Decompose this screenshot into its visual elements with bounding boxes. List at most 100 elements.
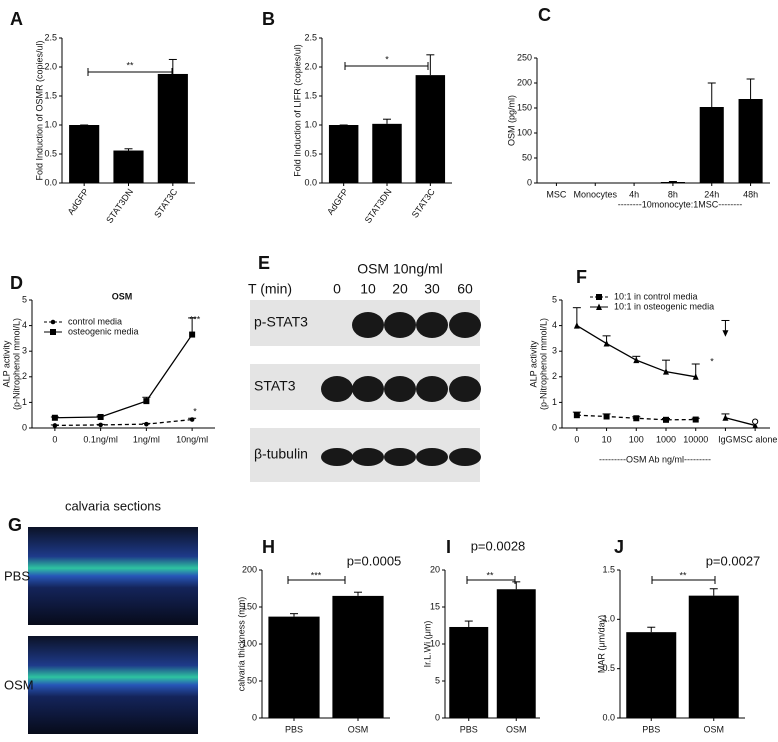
panel-letter: A	[10, 9, 23, 29]
x-axis-label: --------10monocyte:1MSC--------	[618, 199, 743, 209]
y-tick-label: 3	[552, 346, 557, 356]
annotation: *	[710, 356, 714, 366]
y-tick-label: 0.0	[602, 712, 615, 722]
annotation: p=0.0028	[471, 538, 526, 553]
x-tick-label: 24h	[704, 189, 719, 199]
chart-title: OSM	[112, 291, 133, 301]
x-tick-label: PBS	[642, 724, 660, 734]
x-tick-label: STAT3DN	[104, 187, 135, 225]
y-tick-label: 100	[242, 638, 257, 648]
panel-letter: I	[446, 537, 451, 557]
x-tick-label: 48h	[743, 189, 758, 199]
y-tick-label: 2	[22, 371, 27, 381]
y-tick-label: 200	[517, 77, 532, 87]
marker	[573, 322, 580, 329]
blot-time: 30	[424, 281, 440, 297]
marker	[144, 421, 149, 427]
x-tick-label: OSM	[348, 724, 369, 734]
marker	[722, 414, 729, 421]
marker	[189, 331, 196, 338]
x-tick-label: STAT3C	[152, 186, 180, 219]
blot-band	[321, 376, 353, 402]
x-tick-label: 10	[602, 434, 612, 444]
blot-band	[352, 376, 384, 402]
bar	[699, 107, 724, 183]
y-tick-label: 2.0	[304, 61, 317, 71]
annotation: p=0.0005	[347, 553, 402, 568]
y-axis-label: ALP activity	[1, 340, 11, 387]
x-tick-label: Monocytes	[573, 189, 617, 199]
bar	[69, 125, 100, 183]
x-tick-label: STAT3DN	[363, 187, 394, 225]
y-tick-label: 150	[517, 102, 532, 112]
marker	[633, 356, 640, 364]
bar	[449, 626, 489, 718]
y-tick-label: 2.5	[304, 32, 317, 42]
marker	[596, 303, 602, 310]
panel-letter: D	[10, 273, 23, 293]
marker	[97, 413, 104, 420]
y-tick-label: 15	[430, 601, 440, 611]
annotation: ***	[190, 314, 201, 324]
series-line	[725, 417, 756, 427]
x-tick-label: 4h	[629, 189, 639, 199]
annotation: **	[486, 570, 494, 580]
marker	[722, 330, 729, 337]
x-tick-label: PBS	[285, 724, 303, 734]
y-tick-label: 1	[22, 397, 27, 407]
x-tick-label: AdGFP	[66, 187, 91, 217]
y-tick-label: 1	[552, 397, 557, 407]
y-tick-label: 0.0	[44, 177, 57, 187]
x-tick-label: 8h	[668, 189, 678, 199]
y-tick-label: 5	[552, 294, 557, 304]
x-tick-label: 1ng/ml	[133, 434, 160, 444]
section-image	[28, 636, 198, 734]
bar	[268, 616, 320, 718]
x-tick-label: 10000	[683, 434, 708, 444]
y-tick-label: 1.5	[44, 90, 57, 100]
blot-band	[449, 376, 481, 402]
panel-letter: G	[8, 515, 22, 535]
bar	[626, 632, 677, 718]
blot-band	[384, 312, 416, 338]
blot-row-label: STAT3	[254, 378, 296, 394]
x-tick-label: MSC	[546, 189, 567, 199]
marker	[51, 414, 58, 421]
blot-band	[416, 376, 448, 402]
blot-band	[352, 312, 384, 338]
x-tick-label: 1000	[656, 434, 676, 444]
y-axis-label: (p-Nitrophenol mmol/L)	[11, 318, 21, 410]
blot-time-label: T (min)	[248, 281, 292, 297]
marker	[633, 415, 640, 422]
blot-time: 60	[457, 281, 473, 297]
y-axis-label: calvaria thickness (mm)	[236, 597, 246, 692]
bar	[660, 182, 685, 183]
legend-label: control media	[68, 316, 122, 326]
blot-band	[416, 448, 448, 466]
x-axis-label: ---------OSM Ab ng/ml---------	[599, 454, 711, 464]
blot-time: 0	[333, 281, 341, 297]
x-tick-label: 0	[52, 434, 57, 444]
y-tick-label: 1.5	[602, 564, 615, 574]
bar	[332, 595, 384, 718]
blot-band	[449, 448, 481, 466]
blot-row-label: β-tubulin	[254, 446, 308, 462]
blot-band	[321, 448, 353, 466]
bar	[372, 123, 402, 183]
y-tick-label: 0	[252, 712, 257, 722]
y-tick-label: 4	[552, 320, 557, 330]
y-tick-label: 4	[22, 320, 27, 330]
marker	[573, 412, 580, 419]
annotation: ***	[311, 570, 322, 580]
blot-band	[384, 448, 416, 466]
y-tick-label: 0.5	[44, 148, 57, 158]
bar	[113, 150, 144, 183]
y-tick-label: 200	[242, 564, 257, 574]
y-tick-label: 2.0	[44, 61, 57, 71]
section-label: OSM	[4, 677, 34, 692]
y-axis-label: MAR (μm/day)	[596, 615, 606, 673]
series-line	[54, 334, 193, 419]
y-tick-label: 0	[552, 422, 557, 432]
marker	[596, 294, 602, 300]
